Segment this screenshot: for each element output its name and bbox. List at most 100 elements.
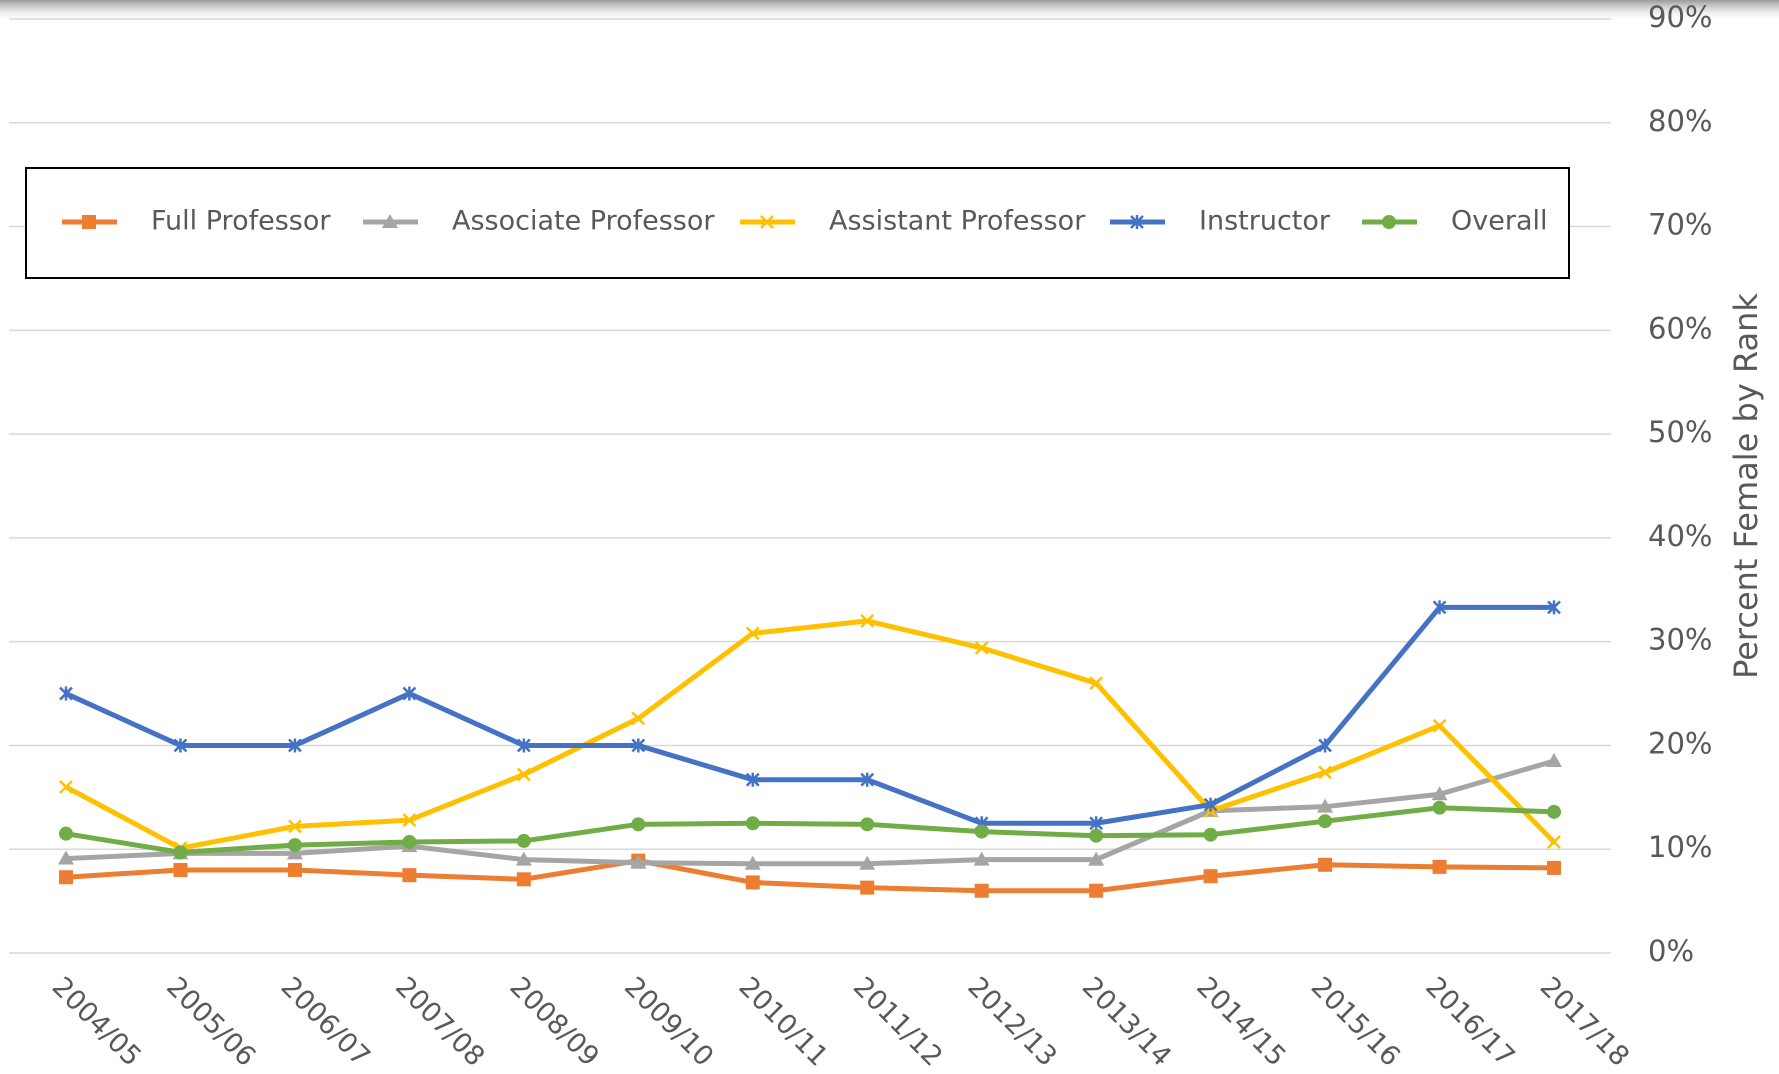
series-line xyxy=(65,758,1555,867)
legend-marker xyxy=(760,215,774,229)
y-tick-label: 60% xyxy=(1648,311,1712,345)
marker xyxy=(516,872,531,887)
x-tick-label: 2012/13 xyxy=(961,971,1062,1072)
marker xyxy=(173,738,188,753)
marker xyxy=(1432,718,1447,733)
marker xyxy=(1318,857,1333,872)
y-tick-label: 0% xyxy=(1648,934,1694,968)
marker xyxy=(630,854,647,869)
marker xyxy=(402,813,417,828)
marker xyxy=(515,851,532,866)
marker xyxy=(973,851,990,866)
legend-marker xyxy=(1382,215,1396,229)
series-line xyxy=(64,604,1554,826)
legend-marker xyxy=(82,215,96,229)
y-tick-label: 90% xyxy=(1648,0,1712,34)
marker xyxy=(745,626,760,641)
marker xyxy=(59,826,73,841)
legend: Full Professor Associate Professor Assista… xyxy=(25,167,1570,279)
x-tick-label: 2010/11 xyxy=(733,971,834,1072)
marker xyxy=(860,772,875,787)
marker xyxy=(516,738,531,753)
x-tick-label: 2017/18 xyxy=(1534,971,1635,1072)
y-tick-label: 80% xyxy=(1648,104,1712,138)
marker xyxy=(516,833,531,848)
x-tick-label: 2014/15 xyxy=(1190,971,1291,1072)
marker xyxy=(745,816,760,831)
marker xyxy=(1547,860,1561,875)
legend-marker xyxy=(1130,215,1144,229)
marker xyxy=(860,880,875,895)
y-tick-label: 40% xyxy=(1648,519,1712,553)
marker xyxy=(1318,765,1332,780)
x-tick-label: 2015/16 xyxy=(1305,971,1406,1072)
y-tick-label: 10% xyxy=(1648,830,1712,864)
marker xyxy=(173,862,188,877)
marker xyxy=(59,870,73,885)
x-tick-label: 2006/07 xyxy=(275,971,376,1072)
legend-box xyxy=(25,167,1570,279)
marker xyxy=(860,614,875,628)
y-axis-title: Percent Female by Rank xyxy=(1727,293,1765,679)
y-tick-label: 20% xyxy=(1648,726,1712,760)
marker xyxy=(1089,676,1104,691)
marker xyxy=(974,641,989,655)
marker xyxy=(1432,859,1447,874)
marker xyxy=(173,845,188,860)
x-tick-label: 2007/08 xyxy=(389,971,490,1072)
marker xyxy=(287,838,302,853)
marker xyxy=(1203,797,1218,812)
marker xyxy=(288,819,302,834)
marker xyxy=(402,686,417,701)
marker xyxy=(860,817,875,832)
marker xyxy=(286,845,303,860)
marker xyxy=(631,711,646,726)
x-tick-label: 2009/10 xyxy=(618,971,719,1072)
marker xyxy=(1203,869,1218,884)
legend-label: Overall xyxy=(1451,206,1548,237)
y-tick-label: 30% xyxy=(1648,623,1712,657)
series-line xyxy=(65,805,1555,855)
marker xyxy=(1089,816,1104,831)
x-tick-label: 2008/09 xyxy=(504,971,605,1072)
marker xyxy=(402,868,417,883)
y-tick-label: 70% xyxy=(1648,208,1712,242)
x-tick-label: 2011/12 xyxy=(847,971,948,1072)
marker xyxy=(59,780,73,794)
marker xyxy=(974,883,989,898)
marker xyxy=(59,686,73,701)
marker xyxy=(288,738,302,753)
x-tick-label: 2016/17 xyxy=(1419,971,1520,1072)
marker xyxy=(1432,800,1447,815)
marker xyxy=(402,834,417,849)
marker xyxy=(744,855,761,870)
marker xyxy=(1203,827,1218,842)
marker xyxy=(1547,600,1561,615)
legend-marker xyxy=(382,214,398,228)
y-tick-label: 50% xyxy=(1648,415,1712,449)
marker xyxy=(516,767,531,782)
marker xyxy=(974,824,989,839)
marker xyxy=(1432,600,1447,615)
legend-label: Instructor xyxy=(1199,206,1331,237)
x-tick-label: 2013/14 xyxy=(1076,971,1177,1072)
x-tick-label: 2004/05 xyxy=(46,971,147,1072)
marker xyxy=(1089,883,1104,898)
marker xyxy=(745,875,760,890)
legend-label: Full Professor xyxy=(151,206,331,237)
marker xyxy=(859,855,876,870)
marker xyxy=(1318,738,1332,753)
marker xyxy=(631,738,646,753)
legend-label: Associate Professor xyxy=(452,206,715,237)
series-line xyxy=(65,858,1555,894)
marker xyxy=(1089,828,1104,843)
series-line xyxy=(64,618,1556,851)
marker xyxy=(1547,804,1561,819)
marker xyxy=(1431,786,1448,801)
top-shadow xyxy=(0,0,1779,22)
marker xyxy=(1546,753,1562,768)
marker xyxy=(1317,798,1334,813)
legend-label: Assistant Professor xyxy=(829,206,1086,237)
x-tick-label: 2005/06 xyxy=(160,971,261,1072)
marker xyxy=(58,850,74,865)
